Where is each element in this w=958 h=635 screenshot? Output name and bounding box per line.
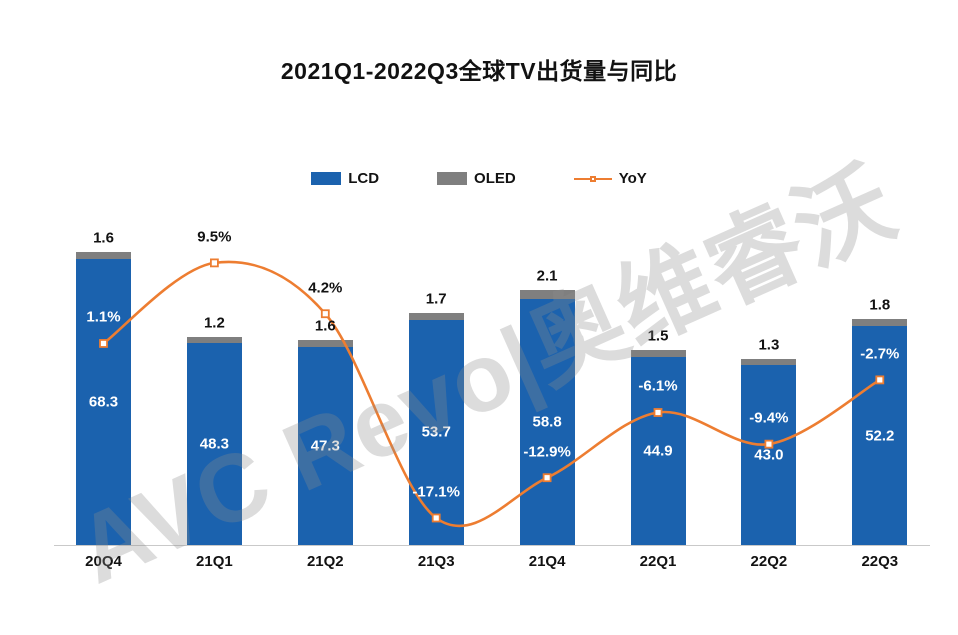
legend-item-lcd[interactable]: LCD xyxy=(311,170,379,187)
lcd-bar-segment xyxy=(297,346,353,545)
oled-bar-segment xyxy=(852,318,908,327)
yoy-value-label: -2.7% xyxy=(860,345,900,363)
oled-value-label: 2.1 xyxy=(536,267,558,285)
yoy-marker xyxy=(653,408,663,417)
yoy-value-label: 9.5% xyxy=(197,228,232,246)
x-axis-label: 22Q2 xyxy=(750,553,788,570)
lcd-swatch-icon xyxy=(311,172,342,185)
oled-bar-segment xyxy=(297,340,353,347)
yoy-value-label: -9.4% xyxy=(749,409,789,427)
oled-swatch-icon xyxy=(437,172,468,185)
legend-label-oled: OLED xyxy=(474,170,516,187)
yoy-value-label: -17.1% xyxy=(412,483,460,501)
yoy-marker xyxy=(875,375,885,385)
oled-bar-segment xyxy=(630,350,686,357)
legend-item-yoy[interactable]: YoY xyxy=(573,170,647,187)
yoy-value-label: -12.9% xyxy=(523,443,571,461)
oled-bar-segment xyxy=(741,359,797,365)
oled-value-label: 1.6 xyxy=(314,317,336,335)
yoy-line-path xyxy=(102,260,881,528)
lcd-bar-segment xyxy=(630,356,686,545)
legend-item-oled[interactable]: OLED xyxy=(437,170,516,187)
oled-value-label: 1.6 xyxy=(93,229,114,247)
x-axis-label: 20Q4 xyxy=(85,553,122,570)
lcd-value-label: 47.3 xyxy=(310,437,340,455)
yoy-line-icon xyxy=(573,175,612,182)
yoy-value-label: 1.1% xyxy=(86,308,121,326)
yoy-marker xyxy=(764,439,774,449)
oled-bar-segment xyxy=(519,289,575,299)
oled-bar-segment xyxy=(76,251,131,259)
lcd-bar-segment xyxy=(76,258,131,545)
lcd-value-label: 68.3 xyxy=(88,393,119,411)
oled-value-label: 1.5 xyxy=(647,327,669,345)
yoy-value-label: -6.1% xyxy=(638,377,678,395)
x-axis-line xyxy=(54,545,930,546)
x-axis-label: 21Q3 xyxy=(417,553,455,570)
oled-bar-segment xyxy=(186,337,242,343)
yoy-marker-icon xyxy=(589,175,596,182)
chart-title: 2021Q1-2022Q3全球TV出货量与同比 xyxy=(280,58,678,84)
lcd-value-label: 53.7 xyxy=(421,423,451,441)
lcd-value-label: 52.2 xyxy=(865,427,895,445)
yoy-marker xyxy=(431,513,441,523)
lcd-value-label: 44.9 xyxy=(643,442,673,460)
x-axis-label: 22Q3 xyxy=(861,553,899,570)
yoy-marker xyxy=(209,258,219,268)
lcd-bar-segment xyxy=(852,326,908,545)
x-axis-label: 21Q1 xyxy=(196,553,233,570)
lcd-bar-segment xyxy=(741,364,797,545)
lcd-value-label: 43.0 xyxy=(754,446,784,464)
oled-value-label: 1.3 xyxy=(758,336,780,354)
lcd-bar-segment xyxy=(186,342,242,545)
legend: LCD OLED YoY xyxy=(0,170,958,187)
oled-value-label: 1.8 xyxy=(869,296,891,314)
yoy-marker xyxy=(320,309,330,319)
oled-value-label: 1.7 xyxy=(425,290,447,308)
yoy-value-label: 4.2% xyxy=(308,279,343,297)
lcd-value-label: 48.3 xyxy=(199,435,229,453)
x-axis-label: 21Q2 xyxy=(306,553,344,570)
x-axis-label: 22Q1 xyxy=(639,553,677,570)
legend-label-yoy: YoY xyxy=(618,170,647,187)
lcd-bar-segment xyxy=(519,298,575,545)
oled-value-label: 1.2 xyxy=(203,314,225,332)
lcd-bar-segment xyxy=(408,319,464,545)
lcd-value-label: 58.8 xyxy=(532,413,562,431)
x-axis-label: 21Q4 xyxy=(528,553,566,570)
oled-bar-segment xyxy=(408,312,464,320)
yoy-marker xyxy=(99,339,108,348)
yoy-marker xyxy=(542,473,552,483)
legend-label-lcd: LCD xyxy=(348,170,380,187)
